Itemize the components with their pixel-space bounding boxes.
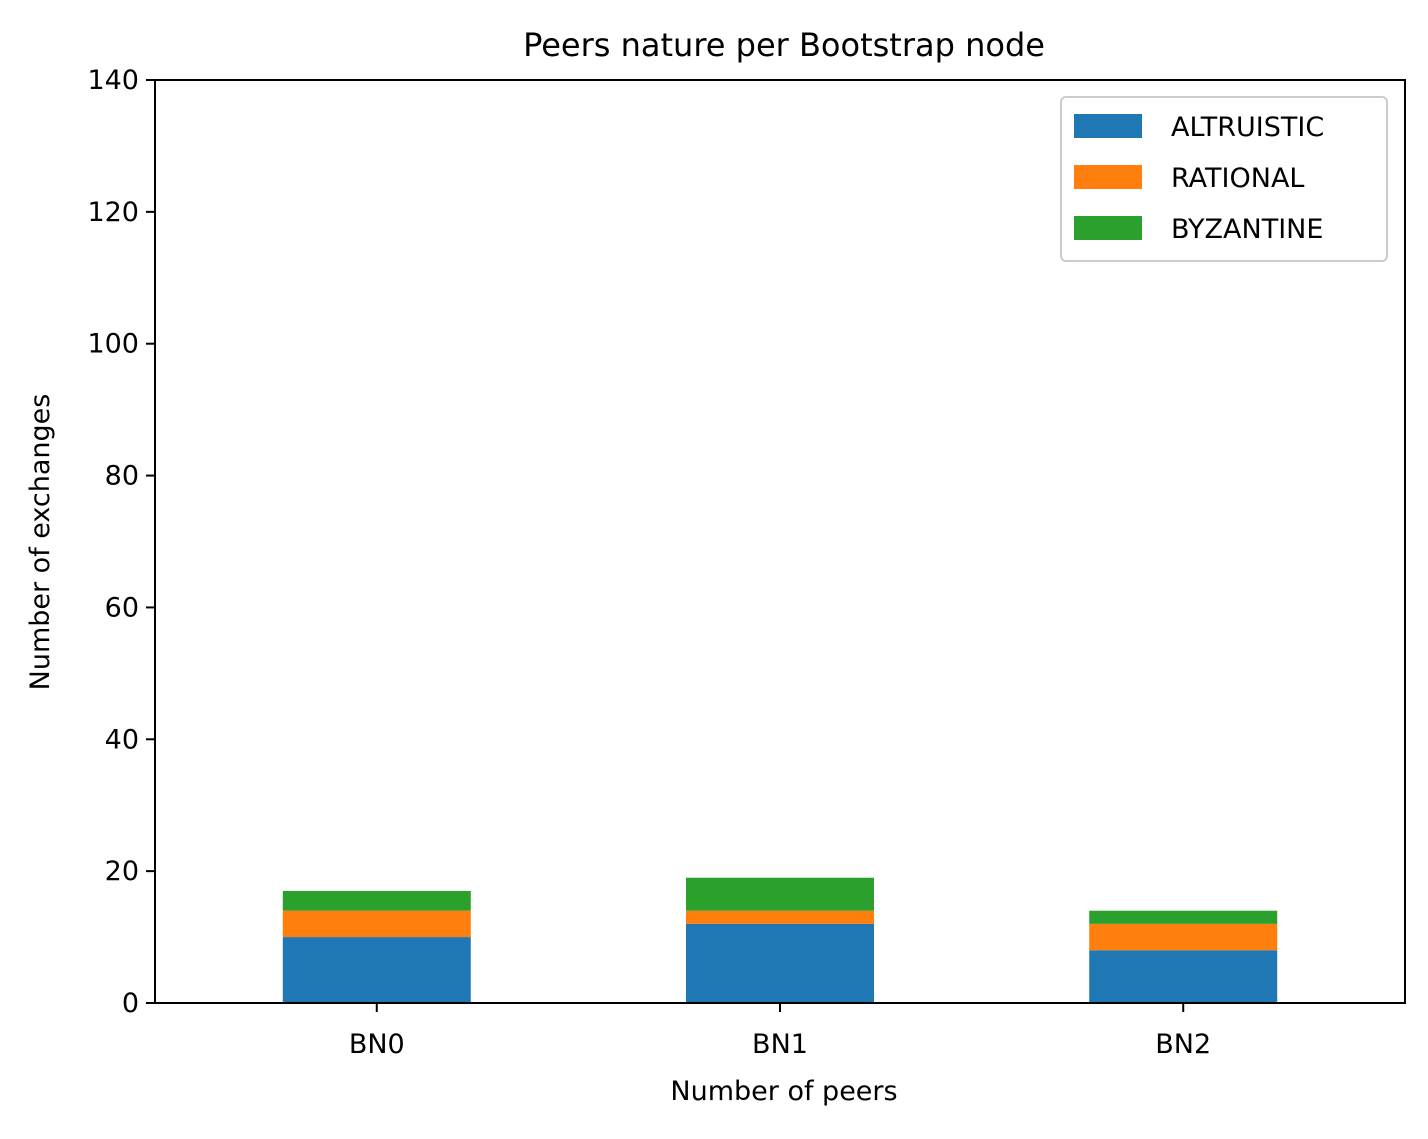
bar-rational-bn1 xyxy=(686,910,874,924)
bar-altruistic-bn2 xyxy=(1089,950,1278,1003)
y-tick-label: 40 xyxy=(105,724,139,755)
x-tick-label-bn2: BN2 xyxy=(1155,1029,1211,1060)
y-tick-label: 100 xyxy=(87,329,139,360)
bar-altruistic-bn1 xyxy=(686,923,874,1003)
x-tick-label-bn0: BN0 xyxy=(349,1029,405,1060)
bar-rational-bn0 xyxy=(282,910,471,938)
y-tick-label: 60 xyxy=(105,592,139,623)
y-tick-label: 0 xyxy=(122,988,139,1019)
y-tick-label: 140 xyxy=(87,65,139,96)
y-axis-label: Number of exchanges xyxy=(25,394,56,691)
y-tick-label: 80 xyxy=(105,461,139,492)
chart-title: Peers nature per Bootstrap node xyxy=(523,26,1045,64)
legend-box xyxy=(1060,96,1388,262)
bars-layer xyxy=(282,877,1278,1003)
bar-byzantine-bn2 xyxy=(1089,910,1278,924)
y-tick-label: 120 xyxy=(87,197,139,228)
bar-rational-bn2 xyxy=(1089,923,1278,951)
legend-swatch-rational xyxy=(1074,165,1142,189)
legend-swatch-byzantine xyxy=(1074,216,1142,240)
y-tick-label: 20 xyxy=(105,856,139,887)
bar-altruistic-bn0 xyxy=(282,937,471,1003)
x-axis: BN0 BN1 BN2 xyxy=(349,1003,1211,1060)
legend: ALTRUISTIC RATIONAL BYZANTINE xyxy=(1060,96,1388,262)
legend-label-byzantine: BYZANTINE xyxy=(1171,214,1323,245)
bar-byzantine-bn1 xyxy=(686,877,874,911)
x-axis-label: Number of peers xyxy=(670,1076,897,1107)
bar-byzantine-bn0 xyxy=(282,890,471,911)
y-axis: 0 20 40 60 80 100 120 140 xyxy=(87,65,155,1019)
x-tick-label-bn1: BN1 xyxy=(752,1029,808,1060)
legend-label-rational: RATIONAL xyxy=(1171,163,1304,194)
legend-swatch-altruistic xyxy=(1074,114,1142,138)
legend-label-altruistic: ALTRUISTIC xyxy=(1171,112,1324,143)
